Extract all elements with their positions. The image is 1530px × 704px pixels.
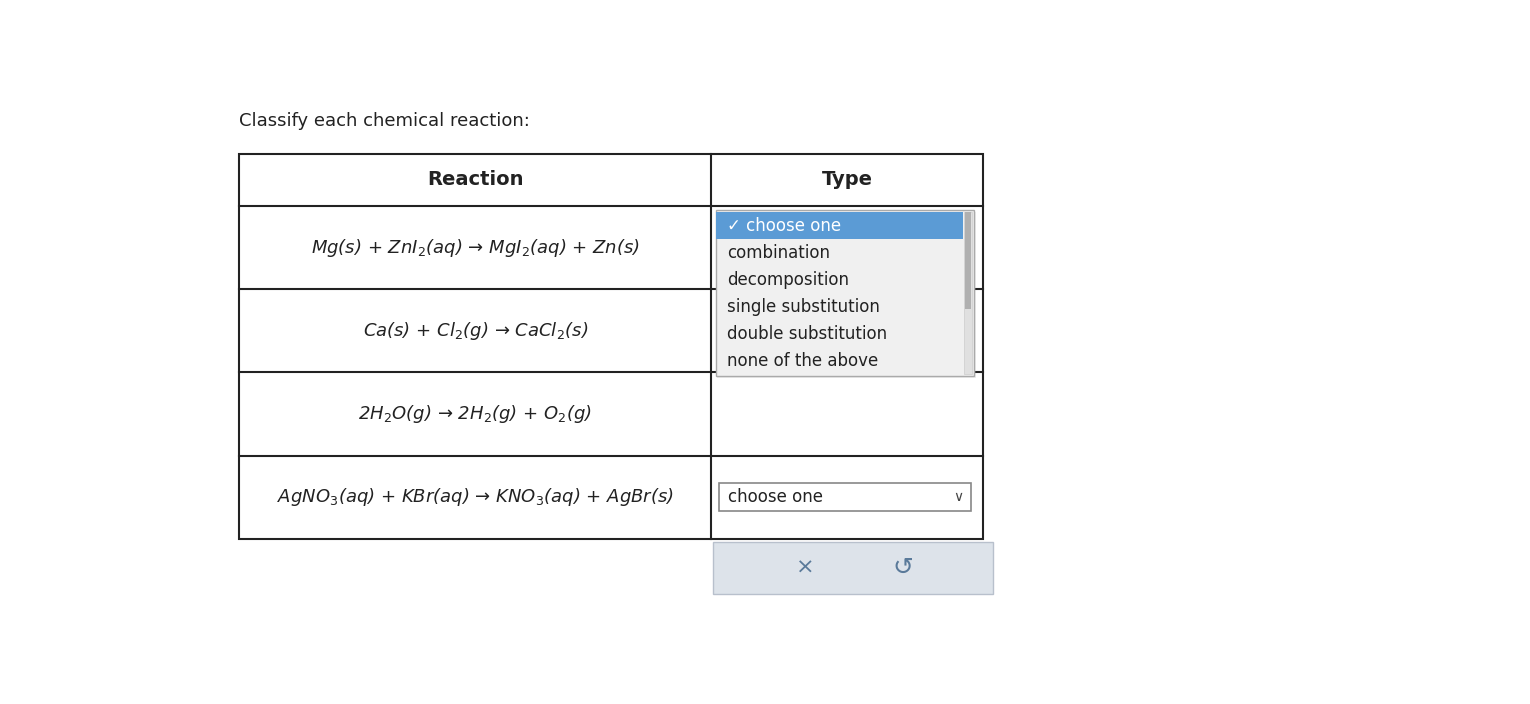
Text: double substitution: double substitution	[727, 325, 887, 343]
Text: ✓ choose one: ✓ choose one	[727, 217, 842, 234]
Text: Classify each chemical reaction:: Classify each chemical reaction:	[239, 113, 531, 130]
Text: Reaction: Reaction	[427, 170, 523, 189]
Text: choose one: choose one	[728, 488, 823, 506]
Bar	[964, 213, 972, 374]
Text: none of the above: none of the above	[727, 351, 878, 370]
Text: decomposition: decomposition	[727, 270, 849, 289]
Bar	[965, 213, 972, 309]
Bar	[716, 213, 964, 239]
Bar	[716, 210, 975, 377]
Text: 2H$_2$O(g) → 2H$_2$(g) + O$_2$(g): 2H$_2$O(g) → 2H$_2$(g) + O$_2$(g)	[358, 403, 592, 425]
Bar	[239, 153, 984, 539]
Text: combination: combination	[727, 244, 829, 262]
Text: single substitution: single substitution	[727, 298, 880, 315]
Bar	[713, 542, 993, 594]
Bar	[718, 211, 976, 378]
Text: Ca(s) + Cl$_2$(g) → CaCl$_2$(s): Ca(s) + Cl$_2$(g) → CaCl$_2$(s)	[363, 320, 588, 342]
Text: Mg(s) + ZnI$_2$(aq) → MgI$_2$(aq) + Zn(s): Mg(s) + ZnI$_2$(aq) → MgI$_2$(aq) + Zn(s…	[311, 237, 640, 259]
Text: AgNO$_3$(aq) + KBr(aq) → KNO$_3$(aq) + AgBr(s): AgNO$_3$(aq) + KBr(aq) → KNO$_3$(aq) + A…	[277, 486, 673, 508]
Text: ∨: ∨	[953, 490, 964, 504]
Text: ↺: ↺	[892, 556, 913, 580]
Text: Type: Type	[822, 170, 872, 189]
Text: ×: ×	[796, 558, 814, 578]
Bar	[719, 484, 972, 511]
